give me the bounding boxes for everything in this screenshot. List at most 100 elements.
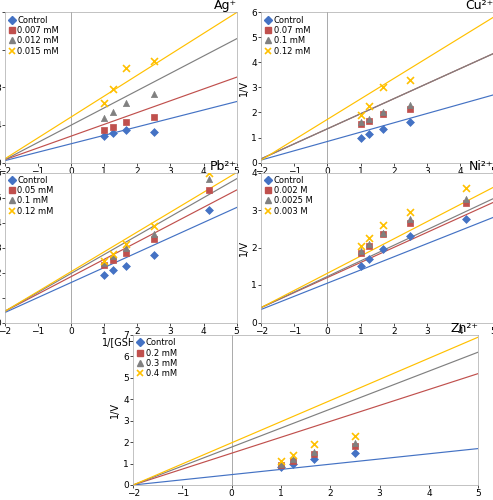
Legend: Control, 0.002 M, 0.0025 M, 0.003 M: Control, 0.002 M, 0.0025 M, 0.003 M [264, 175, 314, 216]
Point [100, 258, 108, 266]
Point [351, 442, 359, 450]
Point [310, 448, 318, 456]
Point [277, 458, 285, 466]
Point [365, 130, 373, 138]
Point [122, 118, 130, 126]
Point [310, 440, 318, 448]
X-axis label: 1/[GSH]: 1/[GSH] [102, 337, 140, 347]
Point [277, 460, 285, 468]
Point [356, 120, 364, 128]
Legend: Control, 0.07 mM, 0.1 mM, 0.12 mM: Control, 0.07 mM, 0.1 mM, 0.12 mM [264, 15, 311, 56]
Point [100, 100, 108, 108]
Text: Zn²⁺: Zn²⁺ [450, 322, 478, 335]
Point [406, 216, 414, 224]
Point [205, 186, 213, 194]
Y-axis label: 1/V: 1/V [239, 80, 248, 96]
Point [122, 248, 130, 256]
Point [356, 262, 364, 270]
Point [406, 118, 414, 126]
Point [379, 84, 387, 92]
Point [108, 86, 116, 94]
Point [461, 184, 469, 192]
Y-axis label: 1/V: 1/V [110, 402, 120, 418]
Point [461, 216, 469, 224]
Point [365, 240, 373, 248]
Point [351, 449, 359, 457]
Point [365, 242, 373, 250]
Point [150, 112, 158, 120]
Point [406, 232, 414, 240]
Point [461, 198, 469, 206]
Point [351, 439, 359, 447]
Point [365, 234, 373, 242]
Y-axis label: 1/V: 1/V [239, 240, 248, 256]
Point [108, 250, 116, 258]
X-axis label: 1/[GSH]: 1/[GSH] [102, 177, 140, 187]
Point [365, 117, 373, 125]
Point [108, 130, 116, 138]
Point [365, 255, 373, 263]
Point [100, 271, 108, 279]
Point [150, 230, 158, 238]
Point [277, 460, 285, 468]
Point [150, 222, 158, 230]
Point [108, 252, 116, 260]
Point [365, 102, 373, 110]
Point [108, 266, 116, 274]
Point [379, 124, 387, 132]
Point [379, 110, 387, 118]
Point [122, 64, 130, 72]
Point [356, 118, 364, 126]
Point [100, 126, 108, 134]
Point [379, 108, 387, 116]
Point [289, 451, 297, 459]
Point [406, 101, 414, 109]
Point [310, 450, 318, 458]
Point [150, 57, 158, 65]
Text: Ni²⁺: Ni²⁺ [468, 160, 493, 172]
Point [406, 105, 414, 113]
Point [356, 249, 364, 257]
Point [108, 256, 116, 264]
Point [150, 90, 158, 98]
Point [150, 235, 158, 243]
Point [150, 128, 158, 136]
Legend: Control, 0.007 mM, 0.012 mM, 0.015 mM: Control, 0.007 mM, 0.012 mM, 0.015 mM [7, 15, 60, 56]
Point [379, 228, 387, 236]
Point [406, 76, 414, 84]
Point [356, 111, 364, 119]
Point [356, 248, 364, 255]
Point [122, 126, 130, 134]
Point [289, 460, 297, 468]
Point [356, 242, 364, 250]
X-axis label: 1/[GSH]: 1/[GSH] [358, 177, 396, 187]
Point [100, 261, 108, 269]
Point [205, 168, 213, 176]
Legend: Control, 0.2 mM, 0.3 mM, 0.4 mM: Control, 0.2 mM, 0.3 mM, 0.4 mM [136, 338, 177, 379]
Point [351, 432, 359, 440]
X-axis label: 1/[GSH]: 1/[GSH] [358, 337, 396, 347]
Point [100, 114, 108, 122]
Point [356, 134, 364, 141]
Point [122, 244, 130, 252]
Point [150, 251, 158, 259]
Point [379, 221, 387, 229]
Point [100, 257, 108, 265]
Point [205, 206, 213, 214]
Point [406, 208, 414, 216]
Point [289, 456, 297, 464]
Legend: Control, 0.05 mM, 0.1 mM, 0.12 mM: Control, 0.05 mM, 0.1 mM, 0.12 mM [7, 175, 55, 216]
Point [289, 458, 297, 466]
Text: Pb²⁺: Pb²⁺ [210, 160, 237, 172]
Point [310, 456, 318, 464]
Point [122, 100, 130, 108]
Point [379, 230, 387, 238]
Point [108, 108, 116, 116]
Point [461, 194, 469, 203]
Text: Cu²⁺: Cu²⁺ [465, 0, 493, 12]
Point [277, 463, 285, 471]
Point [379, 246, 387, 254]
Point [108, 123, 116, 131]
Point [122, 240, 130, 248]
Point [122, 262, 130, 270]
